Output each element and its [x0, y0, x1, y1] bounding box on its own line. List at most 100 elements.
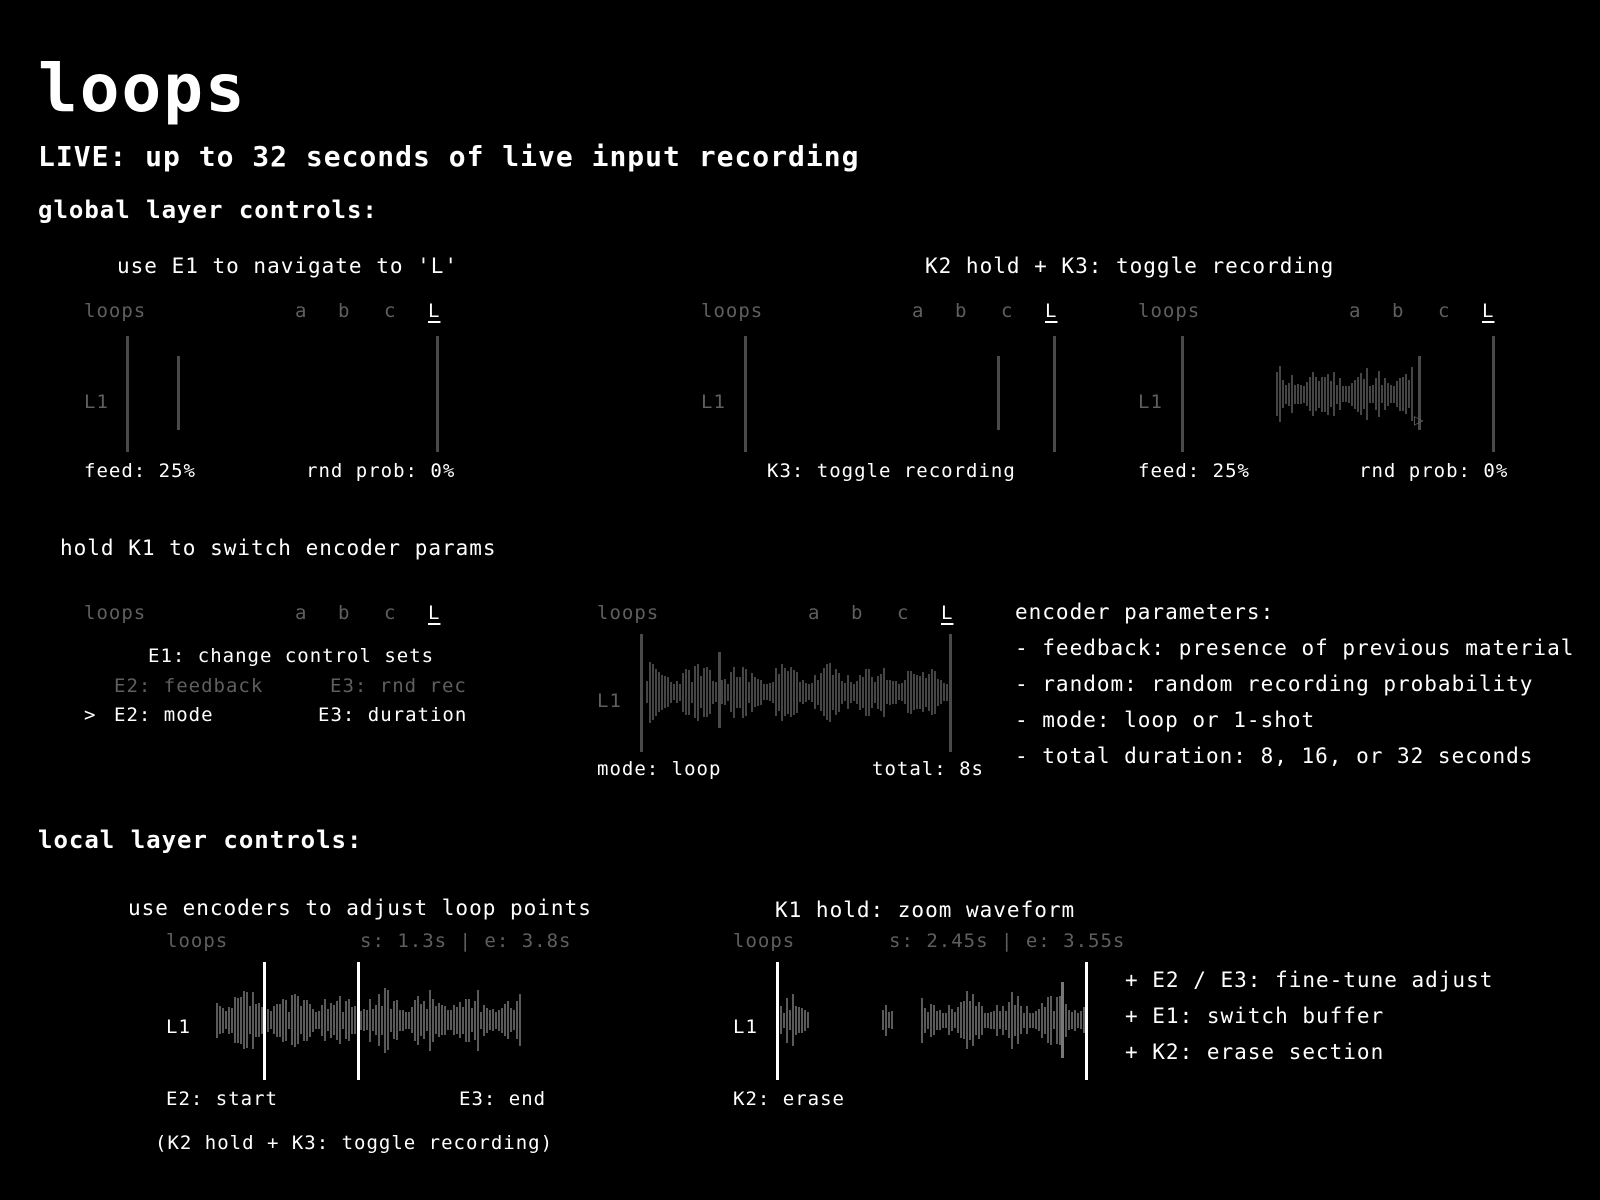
waveform-bar: [297, 996, 299, 1044]
tab-b: b: [338, 300, 351, 322]
waveform-bar: [228, 1006, 230, 1034]
local-section-heading: local layer controls:: [38, 826, 363, 854]
playhead-line: [718, 652, 721, 728]
waveform-bar: [258, 1003, 260, 1037]
waveform-bar: [784, 668, 786, 716]
waveform-bar: [450, 1010, 452, 1030]
waveform-bar: [234, 997, 236, 1043]
waveform-bar: [775, 668, 777, 716]
zoom-control-item: + K2: erase section: [1125, 1040, 1385, 1064]
waveform-bar: [688, 669, 690, 715]
waveform-bar: [1351, 382, 1353, 406]
waveform-bar: [363, 1009, 365, 1031]
waveform-bar: [859, 674, 861, 710]
rec-caption: K2 hold + K3: toggle recording: [925, 254, 1335, 278]
waveform-bar: [652, 664, 654, 720]
waveform-bar: [405, 1011, 407, 1029]
waveform-bar: [661, 674, 663, 710]
tab-c: c: [384, 602, 397, 624]
waveform-bar: [378, 994, 380, 1046]
waveform-bar: [940, 680, 942, 704]
total-duration-value: total: 8s: [872, 758, 984, 780]
waveform-bar: [1065, 1003, 1067, 1037]
waveform-bar: [930, 1003, 932, 1037]
waveform-bar: [783, 1012, 785, 1028]
waveform-bar: [1402, 377, 1404, 411]
waveform-bar: [712, 680, 714, 704]
waveform-bar: [919, 675, 921, 709]
screen-app-label: loops: [84, 300, 147, 322]
layer-label: L1: [1138, 391, 1163, 413]
waveform-bar: [736, 676, 738, 708]
waveform-bar: [453, 1005, 455, 1035]
waveform-bar: [658, 672, 660, 712]
waveform-bar: [990, 1011, 992, 1029]
waveform-bar: [862, 676, 864, 708]
waveform-bar: [1378, 371, 1380, 417]
waveform-bar: [225, 1011, 227, 1029]
mode-value: mode: loop: [597, 758, 722, 780]
end-encoder-label: E3: end: [459, 1088, 547, 1110]
toggle-recording-note: (K2 hold + K3: toggle recording): [155, 1132, 554, 1154]
waveform-bar: [820, 673, 822, 711]
waveform-bar: [937, 678, 939, 706]
waveform-bar: [414, 999, 416, 1041]
waveform-bar: [832, 674, 834, 710]
waveform-bar: [892, 680, 894, 704]
waveform-bar: [1369, 385, 1371, 403]
waveform-bar: [928, 673, 930, 711]
waveform-bar: [898, 684, 900, 700]
waveform-bar: [1366, 368, 1368, 420]
waveform-bar: [910, 670, 912, 714]
waveform-bar: [1023, 1012, 1025, 1028]
waveform-bar: [1405, 374, 1407, 414]
waveform-bar: [267, 1008, 269, 1032]
encoder-params-heading: encoder parameters:: [1015, 600, 1275, 624]
waveform-bar: [1306, 382, 1308, 406]
waveform-bar: [957, 1007, 959, 1033]
waveform-bar: [1327, 373, 1329, 415]
waveform-bar: [372, 1009, 374, 1031]
waveform-bar: [934, 670, 936, 714]
waveform-bar: [1294, 384, 1296, 404]
waveform-bar: [516, 1001, 518, 1039]
waveform-bar: [823, 668, 825, 716]
waveform-bar: [300, 1006, 302, 1034]
waveform-bar: [519, 994, 521, 1046]
waveform-bar: [321, 1004, 323, 1036]
waveform-bar: [222, 1007, 224, 1033]
waveform-bar: [715, 682, 717, 702]
tab-l-active: L: [1482, 300, 1495, 322]
waveform-bar: [972, 994, 974, 1046]
waveform-bar: [960, 1002, 962, 1038]
waveform-bar: [1381, 385, 1383, 403]
dim-param-left: E2: feedback: [114, 675, 264, 697]
waveform-bar: [459, 1002, 461, 1038]
waveform-bar: [978, 1001, 980, 1039]
waveform-bar: [787, 670, 789, 714]
waveform-bar: [789, 1010, 791, 1030]
loop-start-line: [744, 336, 747, 452]
layer-label: L1: [701, 391, 726, 413]
waveform-bar: [999, 1011, 1001, 1029]
waveform-bar: [796, 671, 798, 713]
waveform-bar: [676, 681, 678, 703]
waveform-bar: [844, 683, 846, 701]
waveform-bar: [261, 1006, 263, 1034]
waveform-bar: [829, 662, 831, 722]
encoder-param-item: - random: random recording probability: [1015, 672, 1534, 696]
waveform-bar: [375, 1005, 377, 1035]
waveform-bar: [766, 684, 768, 700]
waveform-bar: [1083, 1007, 1085, 1033]
waveform-bar: [733, 666, 735, 718]
waveform-bar: [1071, 1011, 1073, 1029]
waveform-bar: [288, 1011, 290, 1029]
waveform-bar: [309, 1003, 311, 1037]
waveform-bar: [381, 1005, 383, 1035]
waveform-bar: [754, 677, 756, 707]
waveform-bar: [1020, 1006, 1022, 1034]
waveform-bar: [694, 666, 696, 718]
waveform-bar: [939, 1010, 941, 1030]
tab-c: c: [384, 300, 397, 322]
waveform-bar: [706, 667, 708, 717]
